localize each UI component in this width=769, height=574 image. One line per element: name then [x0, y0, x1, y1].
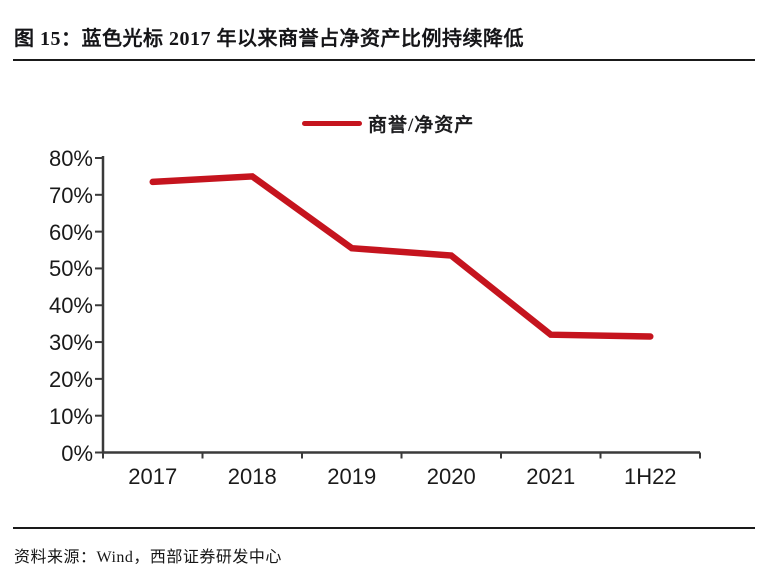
y-tick-label: 40%	[48, 293, 93, 319]
y-tick-label: 20%	[48, 366, 93, 392]
legend-series-label: 商誉/净资产	[368, 115, 475, 136]
x-tick-label: 2021	[526, 464, 576, 489]
x-tick-label: 2019	[327, 464, 377, 489]
x-tick-label: 2020	[426, 464, 476, 489]
legend-line-swatch	[302, 121, 362, 126]
x-tick-label: 2018	[227, 464, 277, 489]
figure-title: 图 15：蓝色光标 2017 年以来商誉占净资产比例持续降低	[14, 28, 524, 50]
source-text: 资料来源：Wind，西部证券研发中心	[14, 549, 282, 566]
y-tick-label: 30%	[48, 330, 93, 356]
chart-legend: 商誉/净资产	[302, 110, 474, 137]
y-tick-label: 0%	[61, 440, 93, 466]
y-tick-label: 50%	[48, 256, 93, 282]
x-tick-label: 1H22	[623, 464, 677, 489]
y-tick-label: 60%	[48, 219, 93, 245]
y-tick-label: 80%	[48, 146, 93, 171]
x-tick-label: 2017	[128, 464, 178, 489]
y-tick-label: 70%	[48, 182, 93, 208]
series-line-goodwill-ratio	[149, 173, 654, 340]
y-tick-label: 10%	[48, 403, 93, 429]
source-divider	[13, 527, 755, 529]
title-divider	[13, 59, 755, 61]
